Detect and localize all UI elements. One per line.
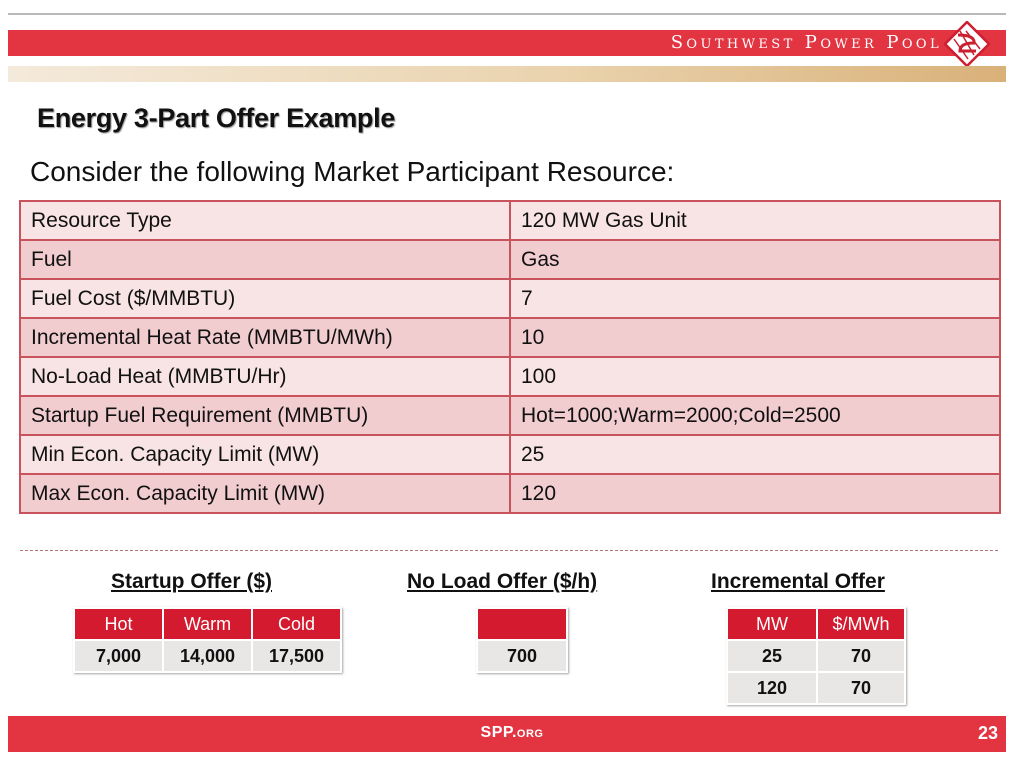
row-value: 120 [509, 473, 1001, 514]
table-row: Max Econ. Capacity Limit (MW) 120 [19, 473, 1001, 514]
startup-offer-heading: Startup Offer ($) [111, 570, 273, 593]
table-row: Resource Type 120 MW Gas Unit [19, 200, 1001, 241]
row-value: Hot=1000;Warm=2000;Cold=2500 [509, 395, 1001, 436]
incremental-offer-table: MW $/MWh 25 70 120 70 [726, 607, 906, 705]
section-divider [20, 550, 998, 551]
footer-site: SPP.org [480, 724, 544, 741]
cell-mw: 120 [728, 673, 816, 703]
cell-hot-value: 7,000 [75, 641, 162, 671]
cell-no-load-value: 700 [478, 641, 566, 671]
row-label: No-Load Heat (MMBTU/Hr) [19, 356, 511, 397]
header-band [8, 30, 1006, 56]
row-label: Min Econ. Capacity Limit (MW) [19, 434, 511, 475]
startup-offer-table: Hot Warm Cold 7,000 14,000 17,500 [73, 607, 342, 673]
col-header-warm: Warm [164, 609, 251, 639]
row-label: Resource Type [19, 200, 511, 241]
cell-cold-value: 17,500 [253, 641, 340, 671]
table-row: 25 70 [728, 641, 904, 671]
row-label: Fuel Cost ($/MMBTU) [19, 278, 511, 319]
footer-band [8, 716, 1006, 752]
no-load-offer-table: 700 [476, 607, 568, 673]
row-label: Incremental Heat Rate (MMBTU/MWh) [19, 317, 511, 358]
row-label: Fuel [19, 239, 511, 280]
col-header-price: $/MWh [818, 609, 904, 639]
brand-name: Southwest Power Pool [670, 32, 942, 53]
table-header-row: Hot Warm Cold [75, 609, 340, 639]
slide-subtitle: Consider the following Market Participan… [30, 156, 675, 187]
slide-title: Energy 3-Part Offer Example [37, 103, 396, 133]
spp-logo-icon [944, 21, 990, 67]
table-row: Min Econ. Capacity Limit (MW) 25 [19, 434, 1001, 475]
cell-price: 70 [818, 673, 904, 703]
top-rule [8, 13, 1006, 15]
table-row: No-Load Heat (MMBTU/Hr) 100 [19, 356, 1001, 397]
row-value: 7 [509, 278, 1001, 319]
table-row: Fuel Gas [19, 239, 1001, 280]
row-label: Max Econ. Capacity Limit (MW) [19, 473, 511, 514]
col-header-hot: Hot [75, 609, 162, 639]
row-value: 120 MW Gas Unit [509, 200, 1001, 241]
col-header-no-load [478, 609, 566, 639]
table-row: 7,000 14,000 17,500 [75, 641, 340, 671]
no-load-offer-heading: No Load Offer ($/h) [407, 570, 598, 593]
cell-mw: 25 [728, 641, 816, 671]
table-header-row: MW $/MWh [728, 609, 904, 639]
table-row: Startup Fuel Requirement (MMBTU) Hot=100… [19, 395, 1001, 436]
cell-warm-value: 14,000 [164, 641, 251, 671]
table-row: Incremental Heat Rate (MMBTU/MWh) 10 [19, 317, 1001, 358]
incremental-offer-heading: Incremental Offer [711, 570, 885, 593]
col-header-cold: Cold [253, 609, 340, 639]
gold-band [8, 66, 1006, 82]
row-value: 100 [509, 356, 1001, 397]
row-value: 10 [509, 317, 1001, 358]
col-header-mw: MW [728, 609, 816, 639]
table-header-row [478, 609, 566, 639]
row-label: Startup Fuel Requirement (MMBTU) [19, 395, 511, 436]
cell-price: 70 [818, 641, 904, 671]
resource-table: Resource Type 120 MW Gas Unit Fuel Gas F… [19, 200, 1001, 514]
row-value: 25 [509, 434, 1001, 475]
page-number: 23 [977, 723, 998, 743]
table-row: 120 70 [728, 673, 904, 703]
table-row: 700 [478, 641, 566, 671]
row-value: Gas [509, 239, 1001, 280]
table-row: Fuel Cost ($/MMBTU) 7 [19, 278, 1001, 319]
